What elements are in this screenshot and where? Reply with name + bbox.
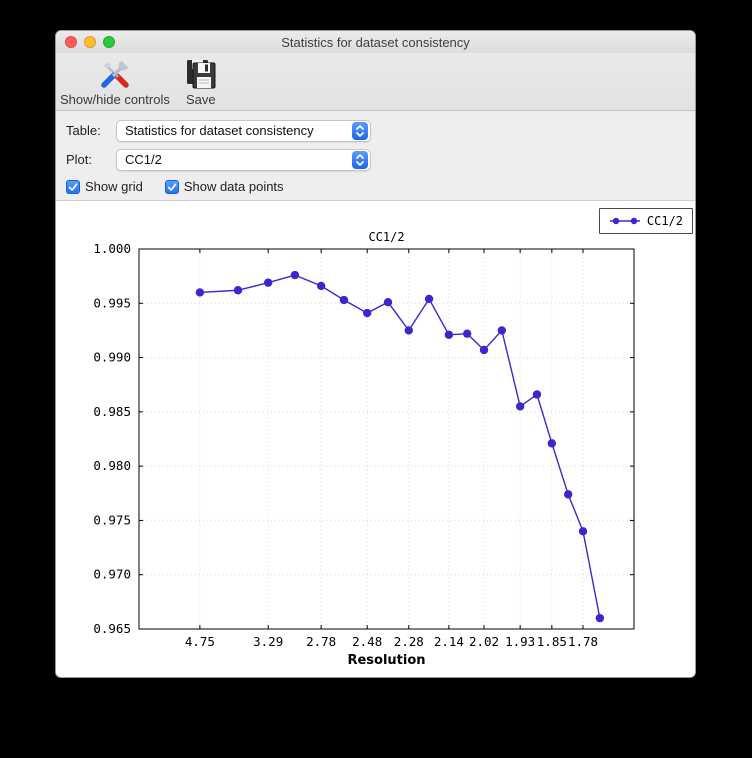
cc-half-line-chart: 1.000 0.995 0.990 0.985 0.980 0.975 0.970 0.965…	[93, 230, 635, 668]
traffic-lights	[65, 36, 115, 48]
minimize-button[interactable]	[84, 36, 96, 48]
table-label: Table:	[66, 123, 101, 138]
table-row: Table: Statistics for dataset consistenc…	[66, 118, 695, 143]
svg-text:3.29: 3.29	[253, 634, 283, 649]
checkbox-label: Show data points	[183, 179, 284, 194]
save-button[interactable]: Save	[184, 57, 218, 107]
button-label: Save	[186, 92, 216, 107]
svg-text:1.93: 1.93	[505, 634, 535, 649]
svg-text:2.14: 2.14	[434, 634, 464, 649]
checkbox-checked-icon	[164, 179, 179, 194]
x-axis-label: Resolution	[347, 653, 425, 668]
tick-marks	[139, 248, 634, 630]
floppy-disk-icon	[184, 57, 218, 91]
table-select-value: Statistics for dataset consistency	[125, 123, 314, 138]
plot-select-value: CC1/2	[125, 152, 162, 167]
svg-text:2.48: 2.48	[352, 634, 382, 649]
close-button[interactable]	[65, 36, 77, 48]
chart-area: CC1/2 1.000 0.995 0.990 0.985 0.980 0.975 0.97…	[56, 201, 695, 677]
grid-lines	[139, 248, 634, 630]
svg-text:2.02: 2.02	[469, 634, 499, 649]
show-hide-controls-button[interactable]: Show/hide controls	[60, 57, 170, 107]
svg-text:0.990: 0.990	[93, 350, 131, 365]
svg-text:1.78: 1.78	[568, 634, 598, 649]
checkbox-checked-icon	[66, 179, 80, 194]
plot-label: Plot:	[66, 152, 93, 167]
zoom-button[interactable]	[103, 36, 115, 48]
stepper-icon	[352, 150, 368, 169]
plot-border	[138, 248, 635, 630]
tools-icon	[98, 57, 132, 91]
svg-text:2.78: 2.78	[306, 634, 336, 649]
chart-title: CC1/2	[368, 230, 404, 244]
toolbar: Show/hide controls Save	[56, 53, 695, 111]
checkbox-label: Show grid	[85, 179, 143, 194]
svg-text:1.000: 1.000	[93, 241, 131, 256]
controls-panel: Table: Statistics for dataset consistenc…	[56, 111, 695, 201]
window-title: Statistics for dataset consistency	[281, 34, 470, 50]
svg-text:2.28: 2.28	[394, 634, 424, 649]
data-line	[199, 274, 601, 619]
stepper-icon	[352, 121, 368, 140]
tick-labels: 1.000 0.995 0.990 0.985 0.980 0.975 0.970 0.965…	[93, 241, 598, 649]
checkbox-row: Show grid Show data points	[66, 179, 695, 194]
legend-marker-icon	[609, 217, 640, 225]
chart-legend: CC1/2	[598, 208, 693, 234]
svg-text:0.970: 0.970	[93, 567, 131, 582]
svg-text:4.75: 4.75	[185, 634, 215, 649]
svg-text:0.975: 0.975	[93, 512, 131, 527]
data-points	[195, 270, 605, 623]
title-bar[interactable]: Statistics for dataset consistency	[56, 31, 695, 53]
svg-text:0.985: 0.985	[93, 404, 131, 419]
plot-row: Plot: CC1/2	[66, 147, 695, 172]
svg-text:1.85: 1.85	[537, 634, 567, 649]
show-grid-checkbox[interactable]: Show grid	[66, 179, 143, 194]
show-data-points-checkbox[interactable]: Show data points	[164, 179, 284, 194]
plot-select[interactable]: CC1/2	[116, 148, 371, 171]
svg-text:0.980: 0.980	[93, 458, 131, 473]
button-label: Show/hide controls	[60, 92, 170, 107]
legend-label: CC1/2	[646, 214, 683, 228]
table-select[interactable]: Statistics for dataset consistency	[116, 119, 371, 142]
svg-text:0.995: 0.995	[93, 295, 131, 310]
svg-text:0.965: 0.965	[93, 621, 131, 636]
app-window: Statistics for dataset consistency Show/…	[55, 30, 696, 678]
